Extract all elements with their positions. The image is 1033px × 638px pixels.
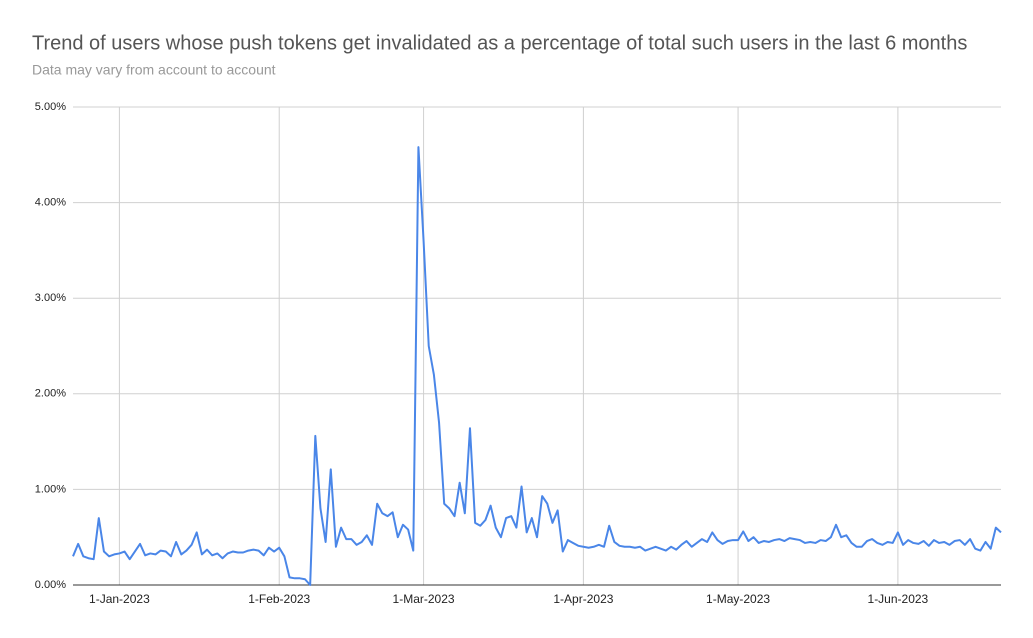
y-tick-label: 4.00%: [35, 197, 66, 209]
grid: 0.00% 1.00% 2.00% 3.00% 4.00% 5.00% 1-Jan-2023…: [35, 101, 1001, 606]
x-tick-label: 1-Jan-2023: [89, 592, 150, 606]
y-tick-label: 5.00%: [35, 101, 66, 113]
y-tick-label: 1.00%: [35, 483, 66, 495]
x-tick-label: 1-Jun-2023: [868, 592, 929, 606]
chart-title: Trend of users whose push tokens get inv…: [32, 32, 967, 54]
x-tick-label: 1-May-2023: [706, 592, 770, 606]
x-tick-label: 1-Mar-2023: [393, 592, 455, 606]
y-tick-label: 0.00%: [35, 579, 66, 591]
y-tick-label: 3.00%: [35, 292, 66, 304]
line-series: [72, 146, 1002, 586]
x-tick-label: 1-Apr-2023: [553, 592, 613, 606]
y-tick-label: 2.00%: [35, 388, 66, 400]
plot: [72, 146, 1002, 586]
x-tick-label: 1-Feb-2023: [248, 592, 310, 606]
chart-subtitle: Data may vary from account to account: [32, 62, 276, 78]
